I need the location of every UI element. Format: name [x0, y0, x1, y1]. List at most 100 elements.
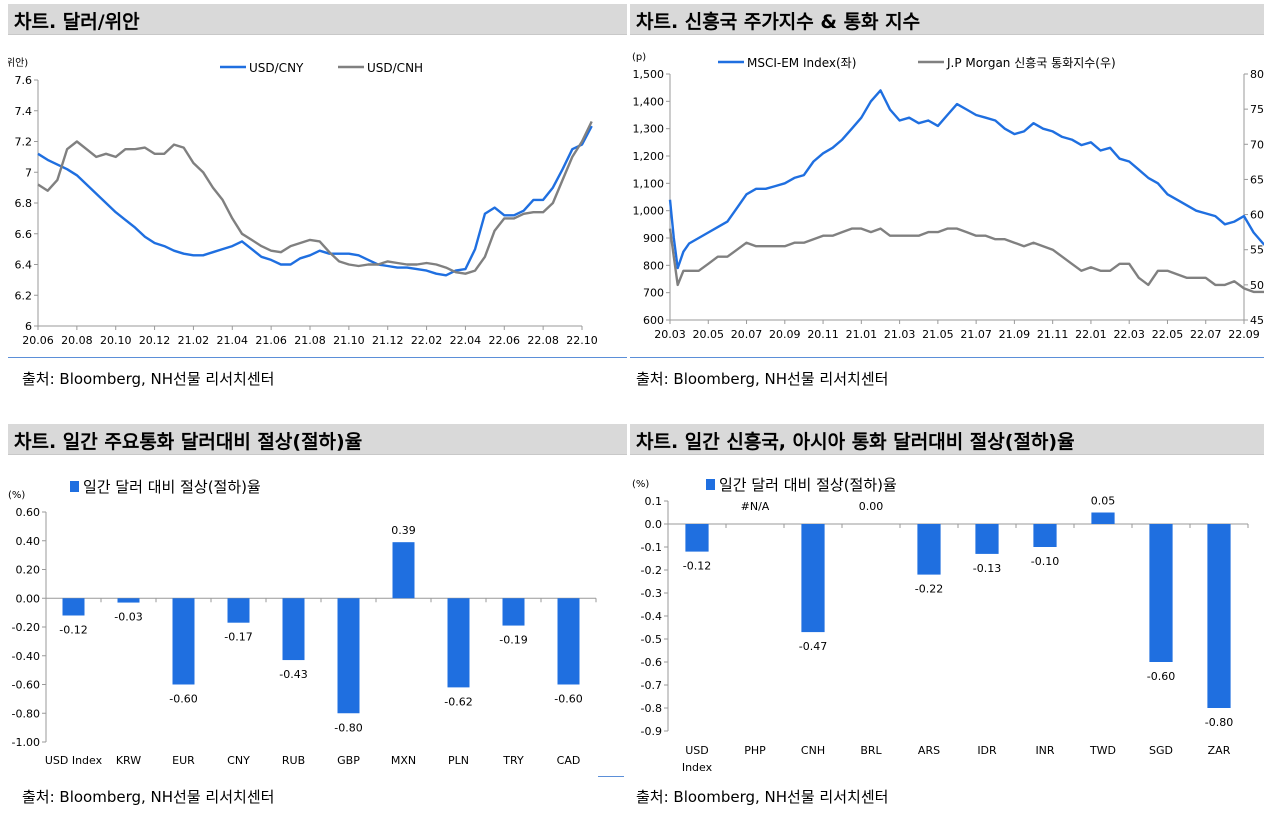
x-category-label: TRY [502, 754, 524, 767]
y-tick-label: 6.8 [15, 197, 33, 210]
x-category-label: INR [1035, 744, 1054, 757]
bar-inr [1033, 524, 1057, 547]
x-category-label: RUB [282, 754, 305, 767]
bar-cad [557, 598, 580, 685]
data-label: -0.13 [973, 562, 1001, 575]
data-label: -0.19 [499, 634, 527, 647]
y-tick-label: 0.1 [645, 495, 663, 508]
y-right-tick-label: 65 [1250, 173, 1264, 186]
unit-label: (p) [632, 52, 646, 63]
x-category-label: TWD [1089, 744, 1116, 757]
data-label: -0.80 [1205, 716, 1233, 729]
source-note: 출처: Bloomberg, NH선물 리서치센터 [22, 370, 275, 388]
y-tick-label: 7.2 [15, 136, 33, 149]
x-tick-label: 20.03 [654, 328, 686, 341]
data-label: -0.03 [114, 611, 142, 624]
legend-label: 일간 달러 대비 절상(절하)율 [719, 476, 897, 494]
x-tick-label: 22.09 [1228, 328, 1260, 341]
y-tick-label: 7 [25, 166, 32, 179]
x-tick-label: 22.07 [1190, 328, 1222, 341]
y-right-tick-label: 50 [1250, 279, 1264, 292]
x-category-label: IDR [977, 744, 997, 757]
bar-rub [282, 598, 305, 661]
panel-em-index: 차트. 신흥국 주가지수 & 통화 지수 (p) 600 700 800 900 1,00… [630, 4, 1264, 396]
y-tick-label: -1.00 [12, 736, 40, 749]
x-category-label: USD Index [45, 754, 103, 767]
y-tick-label: 700 [643, 287, 664, 300]
usd-cny-line-chart: (위안) 6 6.2 6.4 6.6 6.8 7 7.2 7.4 7.6 20.06 20.08 20.… [8, 56, 598, 347]
x-tick-label: 20.08 [61, 334, 93, 347]
bottom-rule [630, 357, 1264, 358]
y-tick-label: 0.40 [16, 535, 41, 548]
y-tick-label: 1,000 [633, 205, 665, 218]
data-label: -0.80 [334, 721, 362, 734]
y-tick-label: -0.20 [12, 621, 40, 634]
x-tick-label: 21.07 [960, 328, 992, 341]
y-right-tick-label: 45 [1250, 314, 1264, 327]
y-tick-label: 6.4 [15, 259, 33, 272]
x-tick-label: 22.10 [566, 334, 598, 347]
legend-label: MSCI-EM Index(좌) [747, 56, 856, 70]
y-tick-label: -0.3 [641, 587, 662, 600]
x-tick-label: 21.11 [1037, 328, 1069, 341]
y-right-tick-label: 60 [1250, 209, 1264, 222]
legend-label: 일간 달러 대비 절상(절하)율 [83, 478, 261, 496]
bar-zar [1207, 524, 1231, 708]
x-tick-label: 22.03 [1113, 328, 1145, 341]
bar-idr [975, 524, 999, 554]
series-line-msci-em-index- [668, 89, 1264, 270]
x-tick-label: 21.12 [372, 334, 404, 347]
em-index-line-chart: (p) 600 700 800 900 1,000 1,100 1,200 1,300 1,400… [632, 52, 1264, 341]
x-tick-label: 20.07 [731, 328, 763, 341]
data-label: -0.22 [915, 583, 943, 596]
x-category-label: CNY [227, 754, 250, 767]
y-tick-label: 0.20 [16, 564, 41, 577]
y-tick-label: -0.8 [641, 702, 662, 715]
series-line-usd-cny [37, 125, 593, 277]
series-line-usd-cnh [37, 120, 593, 275]
x-category-label: PHP [744, 744, 766, 757]
bar-ars [917, 524, 941, 575]
data-label: 0.39 [391, 524, 416, 537]
source-note: 출처: Bloomberg, NH선물 리서치센터 [22, 788, 275, 806]
bar-usd-index [62, 598, 85, 616]
unit-label: (%) [8, 490, 25, 501]
x-tick-label: 22.08 [527, 334, 559, 347]
legend-label: USD/CNY [249, 61, 304, 75]
x-tick-label: 22.05 [1152, 328, 1184, 341]
bar-cnh [801, 524, 825, 633]
bar-sgd [1149, 524, 1173, 662]
data-label: -0.62 [444, 695, 472, 708]
bar-twd [1091, 512, 1115, 524]
bar-mxn [392, 542, 415, 599]
x-category-label: ZAR [1208, 744, 1231, 757]
data-label: -0.10 [1031, 555, 1059, 568]
em-asia-currencies-bar-chart: (%) 일간 달러 대비 절상(절하)율 0.1 0.0 -0.1 -0.2 -0.3 -0.… [632, 476, 1249, 774]
x-tick-label: 21.01 [846, 328, 878, 341]
x-tick-label: 22.06 [489, 334, 521, 347]
x-tick-label: 21.05 [922, 328, 954, 341]
y-tick-label: -0.60 [12, 679, 40, 692]
x-tick-label: 21.09 [999, 328, 1031, 341]
unit-label: (%) [632, 479, 649, 490]
data-label: -0.12 [59, 624, 87, 637]
x-category-label: CAD [557, 754, 581, 767]
x-tick-label: 21.04 [217, 334, 249, 347]
source-note: 출처: Bloomberg, NH선물 리서치센터 [636, 370, 889, 388]
y-tick-label: 1,400 [633, 95, 665, 108]
legend-label: J.P Morgan 신흥국 통화지수(우) [946, 56, 1116, 70]
y-tick-label: -0.1 [641, 541, 662, 554]
y-tick-label: 7.6 [15, 74, 33, 87]
bar-gbp [337, 598, 360, 714]
x-tick-label: 20.12 [139, 334, 171, 347]
panel-title-bar: 차트. 일간 신흥국, 아시아 통화 달러대비 절상(절하)율 [630, 424, 1264, 455]
y-right-tick-label: 70 [1250, 138, 1264, 151]
x-tick-label: 20.06 [22, 334, 54, 347]
unit-label: (위안) [8, 56, 28, 69]
bottom-rule [598, 776, 624, 777]
x-category-label: PLN [448, 754, 469, 767]
y-tick-label: -0.2 [641, 564, 662, 577]
data-label: -0.60 [169, 693, 197, 706]
bottom-rule [8, 357, 627, 358]
bar-usd-index [685, 524, 709, 552]
